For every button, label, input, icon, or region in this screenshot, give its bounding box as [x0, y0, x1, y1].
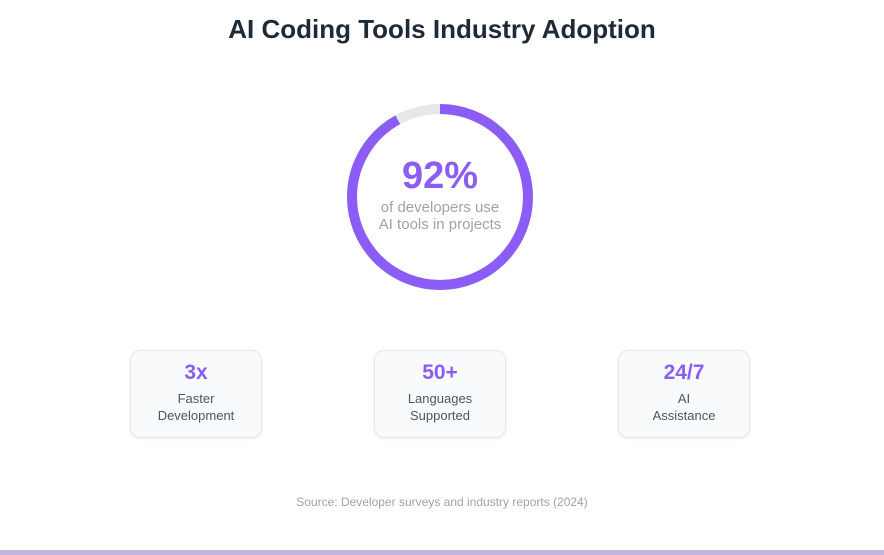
stat-label-line1: Faster — [177, 391, 215, 406]
donut-center: 92% of developers use AI tools in projec… — [340, 97, 540, 297]
stat-label: Faster Development — [131, 390, 261, 424]
stat-label-line2: Assistance — [652, 408, 716, 423]
stat-label-line1: Languages — [407, 391, 473, 406]
stat-card-languages-supported: 50+ Languages Supported — [374, 350, 506, 438]
stat-value: 50+ — [422, 361, 458, 384]
donut-caption-line2: AI tools in projects — [378, 216, 502, 233]
stat-label: Languages Supported — [375, 390, 505, 424]
stat-label-line2: Development — [157, 408, 235, 423]
stat-label-line1: AI — [677, 391, 691, 406]
adoption-donut-chart: 92% of developers use AI tools in projec… — [340, 97, 540, 297]
donut-caption-line1: of developers use — [380, 199, 500, 216]
donut-caption: of developers use AI tools in projects — [340, 199, 540, 233]
stat-value: 3x — [184, 361, 208, 384]
stat-label: AI Assistance — [619, 390, 749, 424]
stat-card-ai-assistance: 24/7 AI Assistance — [618, 350, 750, 438]
source-note: Source: Developer surveys and industry r… — [296, 495, 588, 509]
donut-svg — [347, 104, 533, 290]
page-title: AI Coding Tools Industry Adoption — [228, 14, 656, 44]
donut-percent-label: 92% — [401, 155, 479, 197]
bottom-accent-bar — [0, 550, 884, 555]
stat-value: 24/7 — [663, 361, 705, 384]
stat-card-faster-development: 3x Faster Development — [130, 350, 262, 438]
donut-value-arc — [347, 104, 533, 290]
stat-label-line2: Supported — [410, 408, 470, 423]
